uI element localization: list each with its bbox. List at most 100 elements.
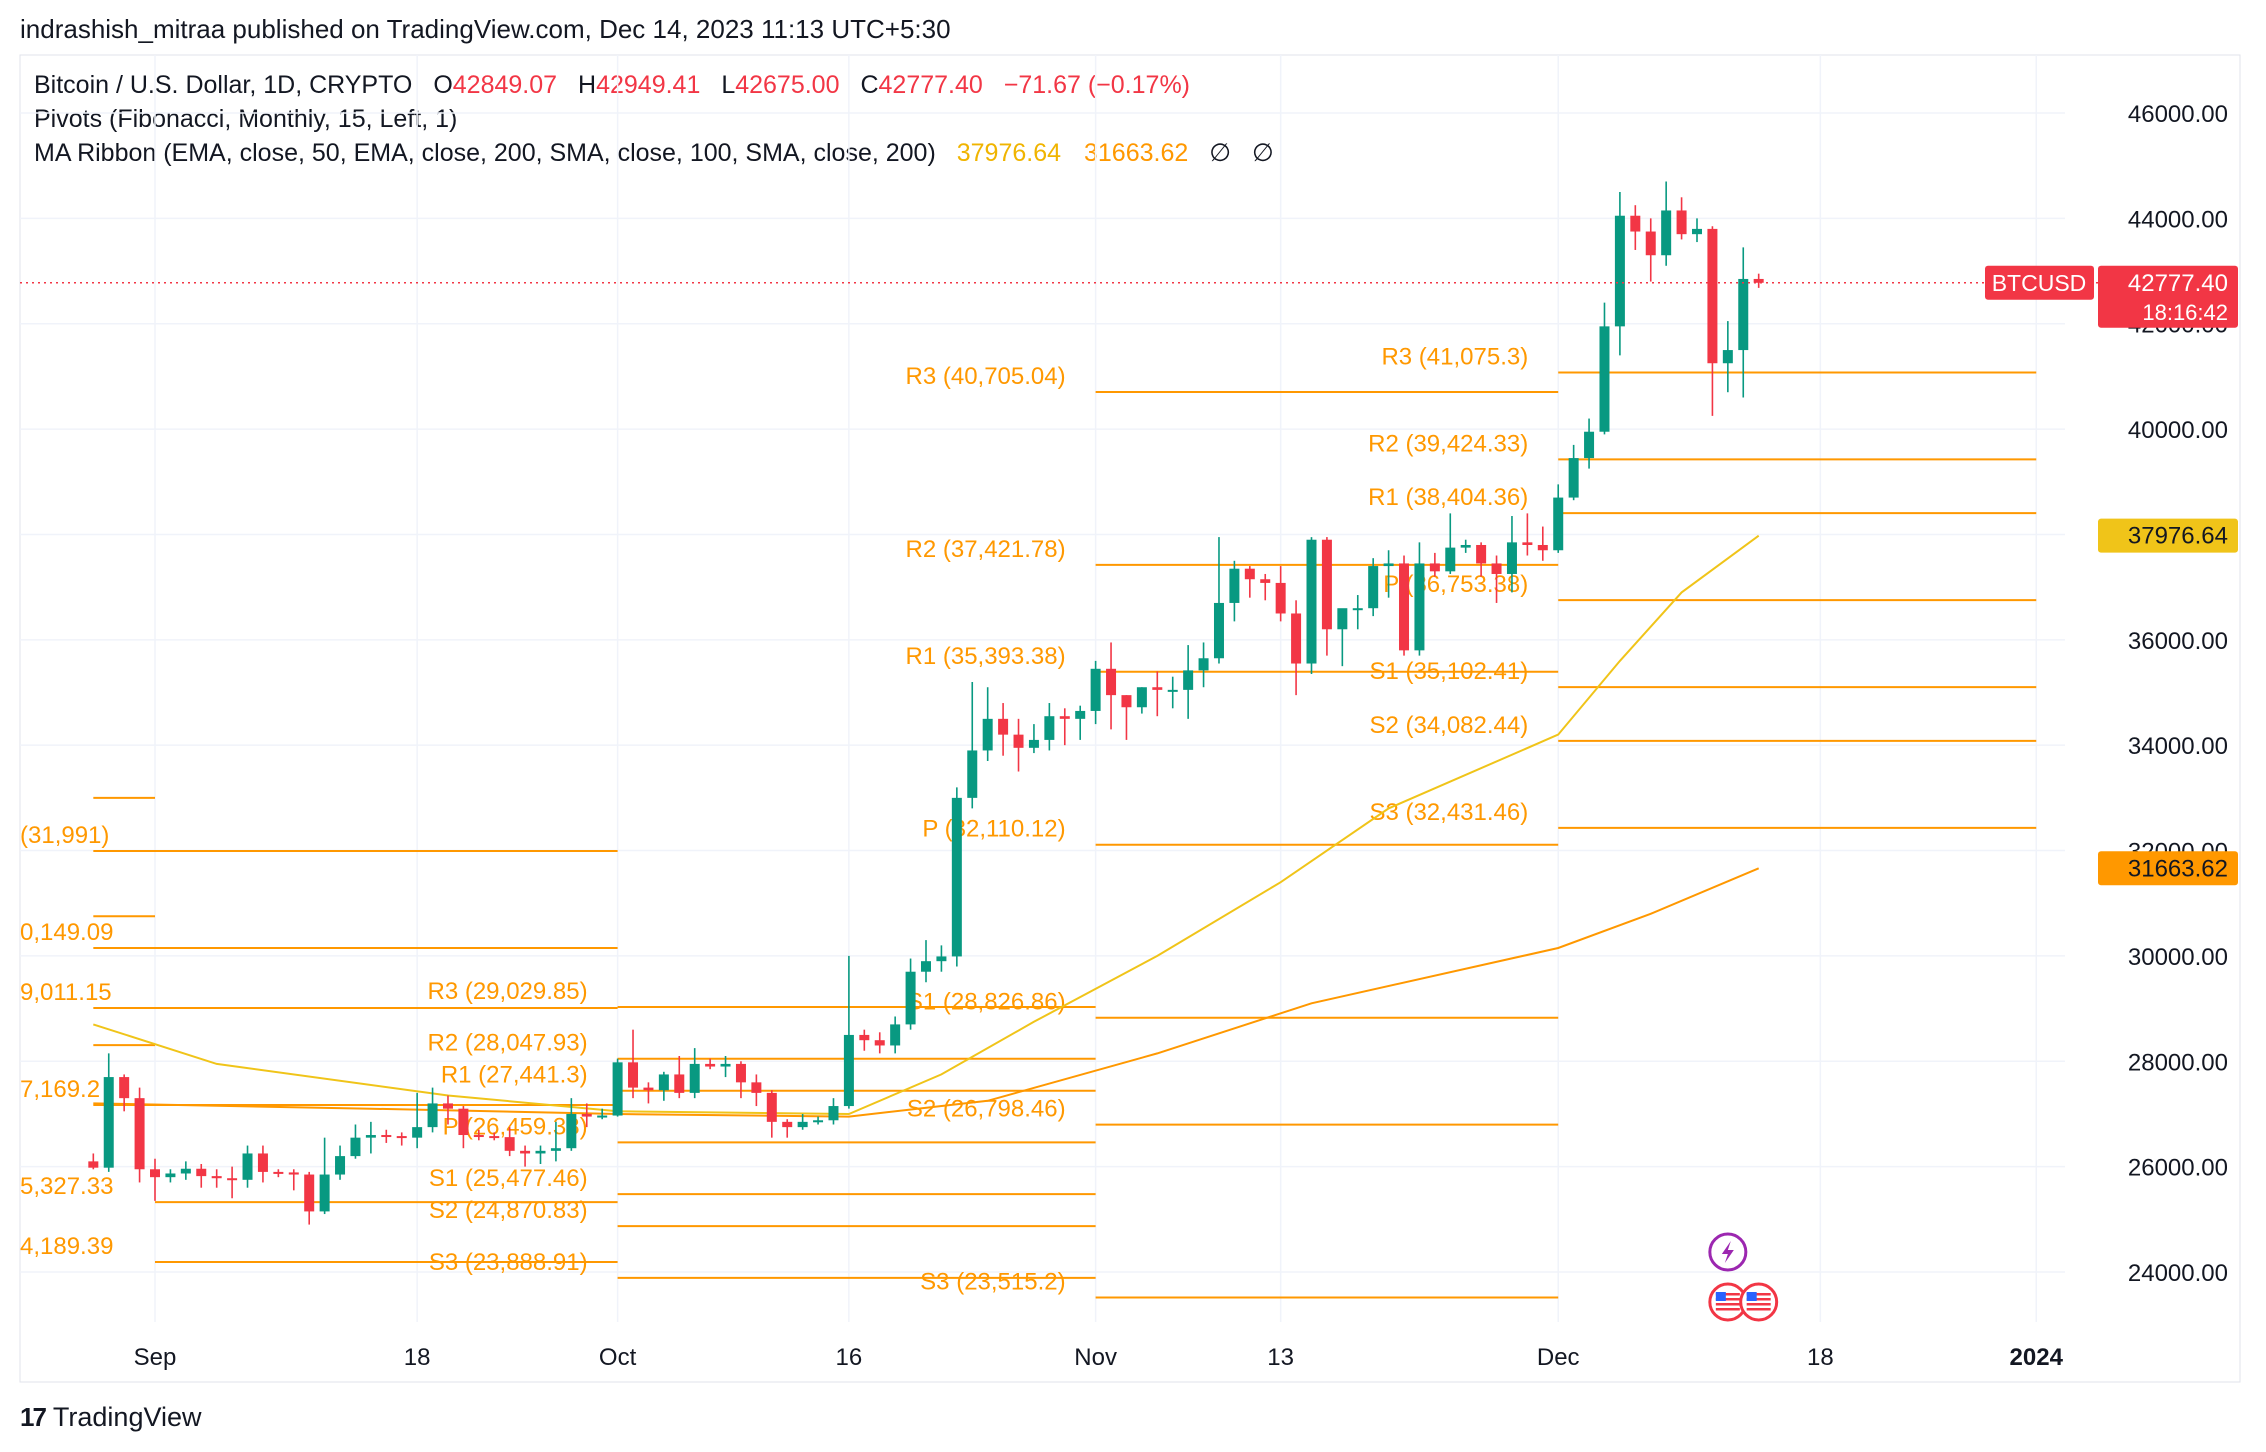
candle[interactable] <box>134 1087 145 1183</box>
candle[interactable] <box>1537 526 1548 561</box>
ma-ribbon-legend[interactable]: MA Ribbon (EMA, close, 50, EMA, close, 2… <box>34 136 1274 170</box>
candle[interactable] <box>211 1169 222 1188</box>
candle[interactable] <box>1090 660 1101 725</box>
candle[interactable] <box>288 1169 299 1191</box>
candle[interactable] <box>751 1074 762 1107</box>
candle[interactable] <box>1568 444 1579 501</box>
candle[interactable] <box>1399 555 1410 656</box>
candle[interactable] <box>1152 671 1163 717</box>
candle[interactable] <box>1476 542 1487 577</box>
candle[interactable] <box>1167 676 1178 709</box>
candle[interactable] <box>412 1092 423 1149</box>
candle[interactable] <box>813 1116 824 1125</box>
candle[interactable] <box>967 681 978 809</box>
candle[interactable] <box>735 1061 746 1099</box>
candle[interactable] <box>828 1098 839 1125</box>
candle[interactable] <box>658 1071 669 1101</box>
candle[interactable] <box>350 1124 361 1159</box>
candle[interactable] <box>1676 197 1687 240</box>
candle[interactable] <box>458 1106 469 1149</box>
candle[interactable] <box>1445 513 1456 574</box>
candle[interactable] <box>273 1169 284 1178</box>
candle[interactable] <box>1630 205 1641 250</box>
candle[interactable] <box>720 1056 731 1078</box>
candle[interactable] <box>1136 687 1147 714</box>
candle[interactable] <box>859 1029 870 1051</box>
candle[interactable] <box>88 1153 99 1170</box>
candle[interactable] <box>1707 226 1718 416</box>
candle[interactable] <box>242 1145 253 1188</box>
candle[interactable] <box>674 1056 685 1099</box>
candle[interactable] <box>535 1145 546 1165</box>
candle[interactable] <box>1321 537 1332 656</box>
candle[interactable] <box>1383 550 1394 598</box>
candle[interactable] <box>1028 724 1039 754</box>
candle[interactable] <box>1198 642 1209 688</box>
candle[interactable] <box>103 1053 114 1172</box>
candle[interactable] <box>335 1145 346 1180</box>
candle[interactable] <box>1244 566 1255 598</box>
candle[interactable] <box>705 1058 716 1070</box>
candle[interactable] <box>1044 703 1055 751</box>
candle[interactable] <box>257 1145 268 1183</box>
candle[interactable] <box>843 955 854 1109</box>
footer-brand[interactable]: 17 TradingView <box>20 1402 202 1433</box>
candle[interactable] <box>227 1166 238 1199</box>
candle[interactable] <box>196 1164 207 1188</box>
candle[interactable] <box>304 1171 315 1225</box>
candle[interactable] <box>442 1095 453 1125</box>
candle[interactable] <box>1614 192 1625 356</box>
candle[interactable] <box>489 1132 500 1141</box>
candle[interactable] <box>1275 566 1286 622</box>
candle[interactable] <box>119 1074 130 1112</box>
candle[interactable] <box>1661 181 1672 266</box>
candle[interactable] <box>1352 595 1363 630</box>
candle[interactable] <box>1753 273 1764 288</box>
candle[interactable] <box>1013 718 1024 772</box>
candle[interactable] <box>797 1113 808 1130</box>
candle[interactable] <box>427 1087 438 1133</box>
candle[interactable] <box>612 1058 623 1117</box>
candle[interactable] <box>1075 705 1086 740</box>
candle[interactable] <box>520 1145 531 1167</box>
candle[interactable] <box>597 1108 608 1120</box>
candle[interactable] <box>473 1129 484 1141</box>
candle[interactable] <box>1584 418 1595 469</box>
candle[interactable] <box>936 945 947 972</box>
candle[interactable] <box>1645 218 1656 282</box>
candle[interactable] <box>1183 645 1194 719</box>
candle[interactable] <box>566 1098 577 1151</box>
candle[interactable] <box>1722 321 1733 393</box>
candle[interactable] <box>1522 513 1533 556</box>
candle[interactable] <box>165 1169 176 1183</box>
candle[interactable] <box>381 1129 392 1143</box>
candle[interactable] <box>1291 600 1302 696</box>
candle[interactable] <box>689 1048 700 1099</box>
candle[interactable] <box>874 1032 885 1054</box>
candle[interactable] <box>890 1016 901 1054</box>
candle[interactable] <box>1229 560 1240 622</box>
candle[interactable] <box>766 1090 777 1138</box>
candle[interactable] <box>1337 608 1348 667</box>
candle[interactable] <box>1599 302 1610 435</box>
candle[interactable] <box>982 687 993 761</box>
candle[interactable] <box>1738 247 1749 398</box>
candle[interactable] <box>951 787 962 967</box>
candle[interactable] <box>1106 642 1117 730</box>
candle[interactable] <box>628 1029 639 1099</box>
candle[interactable] <box>921 940 931 983</box>
candle[interactable] <box>782 1119 793 1138</box>
candle[interactable] <box>1368 558 1379 617</box>
candle[interactable] <box>150 1158 160 1201</box>
candle[interactable] <box>1429 552 1440 577</box>
candle[interactable] <box>1692 218 1702 243</box>
candle[interactable] <box>1460 539 1471 553</box>
candle[interactable] <box>1491 555 1502 603</box>
candle[interactable] <box>1121 695 1132 740</box>
candle[interactable] <box>396 1132 407 1146</box>
candle[interactable] <box>905 958 916 1030</box>
candle[interactable] <box>180 1161 191 1180</box>
candle[interactable] <box>581 1103 592 1128</box>
candle[interactable] <box>1506 516 1517 593</box>
candle[interactable] <box>1553 484 1564 553</box>
